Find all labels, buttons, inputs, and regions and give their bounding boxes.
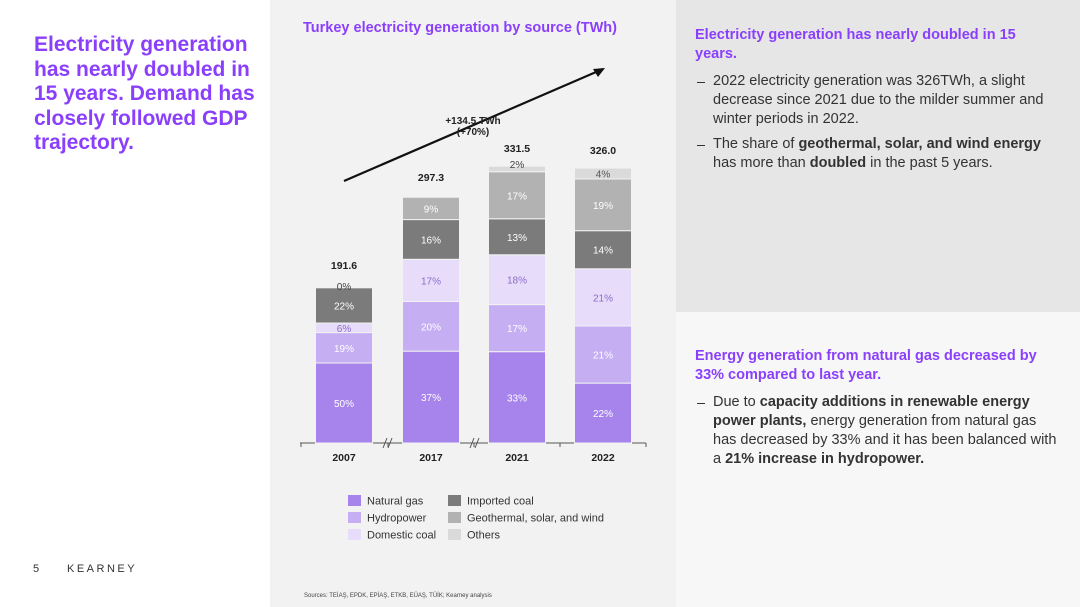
- legend-label: Natural gas: [367, 496, 424, 508]
- text-run: doubled: [809, 155, 867, 171]
- bar-segment: [402, 196, 460, 221]
- segment-label: 19%: [593, 201, 613, 212]
- bullet: The share of geothermal, solar, and wind…: [695, 135, 1060, 173]
- chart-title: Turkey electricity generation by source …: [303, 20, 617, 36]
- arrow-head: [593, 68, 605, 77]
- segment-label: 14%: [593, 246, 613, 257]
- legend-label: Others: [467, 530, 501, 542]
- segment-label: 6%: [337, 324, 352, 335]
- bullet: Due to capacity additions in renewable e…: [695, 393, 1060, 469]
- segment-label: 37%: [421, 393, 441, 404]
- segment-label: 9%: [424, 204, 439, 215]
- bar-segment: [402, 350, 460, 444]
- insight-top: Electricity generation has nearly double…: [695, 26, 1060, 179]
- segment-label: 17%: [507, 191, 527, 202]
- segment-label: 20%: [421, 322, 441, 333]
- bar-segment: [488, 218, 546, 256]
- segment-label: 21%: [593, 293, 613, 304]
- growth-arrow: [343, 67, 604, 183]
- text-run: has more than: [713, 155, 810, 171]
- bar-segment: [488, 165, 546, 173]
- segment-label: 22%: [593, 409, 613, 420]
- legend-swatch: [348, 512, 361, 523]
- axis-break: [382, 437, 480, 449]
- text-run: 2022 electricity generation was 326TWh, …: [713, 73, 1044, 127]
- bullet-dash: [697, 403, 705, 404]
- legend-swatch: [348, 495, 361, 506]
- segment-label: 18%: [507, 276, 527, 287]
- segment-label: 16%: [421, 235, 441, 246]
- bar-stack: [402, 196, 460, 444]
- legend-swatch: [448, 495, 461, 506]
- bar-segment: [574, 268, 632, 327]
- insight-bottom: Energy generation from natural gas decre…: [695, 347, 1060, 475]
- legend-swatch: [448, 512, 461, 523]
- bar-segment: [402, 258, 460, 303]
- legend-label: Domestic coal: [367, 530, 436, 542]
- bullet-dash: [697, 82, 705, 83]
- total-label: 297.3: [418, 172, 444, 184]
- segment-label: 50%: [334, 399, 354, 410]
- bullet-dash: [697, 145, 705, 146]
- bar-stack: [315, 287, 373, 444]
- bar-segment: [315, 287, 373, 324]
- legend-swatch: [348, 529, 361, 540]
- text-run: geothermal, solar, and wind energy: [798, 136, 1041, 152]
- text-run: energy generation from natural gas has d…: [713, 413, 1057, 467]
- total-label: 331.5: [504, 143, 530, 155]
- bar-segment: [315, 362, 373, 444]
- segment-label: 19%: [334, 344, 354, 355]
- source-note: Sources: TEİAŞ, EPDK, EPİAŞ, ETKB, EÜAŞ,…: [304, 592, 492, 599]
- annotation: (+70%): [457, 127, 490, 138]
- text-run: capacity additions in renewable energy p…: [713, 394, 1030, 429]
- segment-label: 4%: [596, 170, 611, 181]
- total-label: 191.6: [331, 260, 357, 272]
- segment-label: 33%: [507, 393, 527, 404]
- bar-segment: [488, 351, 546, 444]
- x-tick-label: 2022: [591, 452, 615, 464]
- total-label: 326.0: [590, 145, 616, 157]
- slide-title: Electricity generation has nearly double…: [34, 33, 255, 154]
- insight-heading: Electricity generation has nearly double…: [695, 27, 1016, 62]
- bar-segment: [315, 332, 373, 364]
- page-number: 5: [33, 563, 40, 575]
- bar-segment: [402, 219, 460, 260]
- segment-label: 22%: [334, 301, 354, 312]
- bar-segment: [488, 304, 546, 353]
- bar-segment: [574, 167, 632, 180]
- x-tick-label: 2021: [505, 452, 529, 464]
- text-run: 21% increase in hydropower.: [725, 451, 925, 467]
- bar-stack: [488, 165, 546, 444]
- insight-panel-bottom: [676, 312, 1080, 607]
- text-run: Due to: [713, 394, 760, 410]
- bar-segment: [488, 254, 546, 306]
- text-run: The share of: [713, 136, 799, 152]
- legend-label: Imported coal: [467, 496, 534, 508]
- bar-segment: [574, 382, 632, 444]
- text-run: in the past 5 years.: [866, 155, 993, 171]
- x-tick-label: 2007: [332, 452, 356, 464]
- brand: KEARNEY: [67, 563, 138, 575]
- insight-panel-top: [676, 0, 1080, 312]
- segment-label: 17%: [507, 324, 527, 335]
- bullet: 2022 electricity generation was 326TWh, …: [695, 72, 1060, 129]
- segment-label: 21%: [593, 351, 613, 362]
- annotation: +134.5 TWh: [445, 116, 500, 127]
- bar-segment: [574, 230, 632, 270]
- segment-label: 2%: [510, 160, 525, 171]
- legend-label: Hydropower: [367, 513, 427, 525]
- segment-label: 0%: [337, 282, 352, 293]
- segment-label: 17%: [421, 276, 441, 287]
- segment-label: 13%: [507, 233, 527, 244]
- bar-stack: [574, 167, 632, 444]
- bar-segment: [488, 171, 546, 220]
- insight-heading: Energy generation from natural gas decre…: [695, 348, 1037, 383]
- bar-segment: [574, 178, 632, 232]
- x-tick-label: 2017: [419, 452, 443, 464]
- legend-label: Geothermal, solar, and wind: [467, 513, 604, 525]
- legend-swatch: [448, 529, 461, 540]
